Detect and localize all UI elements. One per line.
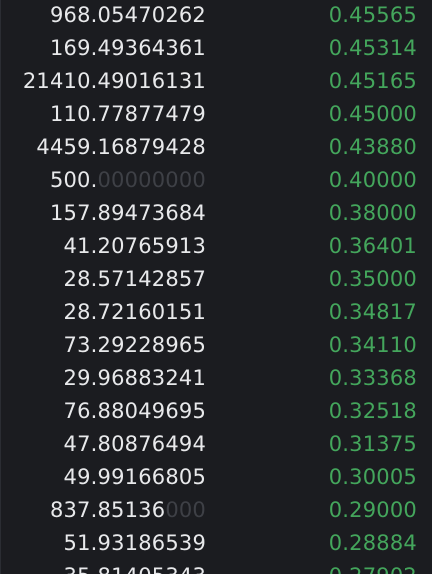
order-price: 0.36401 (328, 234, 417, 258)
orderbook-row[interactable]: 500.00000000 0.40000 (1, 164, 432, 197)
order-amount: 35.81405343 (64, 564, 206, 574)
order-amount: 500.00000000 (50, 168, 206, 192)
order-price: 0.40000 (328, 168, 417, 192)
order-price: 0.29000 (328, 498, 417, 522)
order-amount-value: 169.49364361 (49, 36, 206, 60)
order-amount: 157.89473684 (50, 201, 206, 225)
order-price: 0.45000 (328, 102, 417, 126)
order-price: 0.43880 (328, 135, 417, 159)
order-amount-value: 29.96883241 (63, 366, 206, 390)
order-amount: 73.29228965 (64, 333, 206, 357)
order-amount-value: 49.99166805 (63, 465, 206, 489)
orderbook-row[interactable]: 28.72160151 0.34817 (1, 296, 432, 329)
orderbook-row[interactable]: 157.89473684 0.38000 (1, 197, 432, 230)
order-amount: 76.88049695 (64, 399, 206, 423)
order-price: 0.30005 (328, 465, 417, 489)
order-amount: 837.85136000 (50, 498, 206, 522)
order-amount: 28.57142857 (64, 267, 206, 291)
order-amount-value: 47.80876494 (63, 432, 206, 456)
orderbook-row[interactable]: 49.99166805 0.30005 (1, 461, 432, 494)
order-amount-value: 35.81405343 (64, 564, 206, 574)
order-amount-value: 41.20765913 (63, 234, 206, 258)
order-amount-value: 73.29228965 (63, 333, 206, 357)
orderbook-row[interactable]: 29.96883241 0.33368 (1, 362, 432, 395)
order-amount: 47.80876494 (64, 432, 206, 456)
order-amount: 29.96883241 (64, 366, 206, 390)
order-price: 0.32518 (328, 399, 417, 423)
order-amount-value: 500. (49, 168, 98, 192)
order-price: 0.31375 (328, 432, 417, 456)
order-price: 0.28884 (328, 531, 417, 555)
order-amount-value: 28.57142857 (63, 267, 206, 291)
order-price: 0.45314 (328, 36, 417, 60)
order-amount: 4459.16879428 (36, 135, 206, 159)
orderbook-row[interactable]: 21410.49016131 0.45165 (1, 65, 432, 98)
order-amount: 169.49364361 (50, 36, 206, 60)
order-amount-value: 837.85136 (49, 498, 166, 522)
order-amount: 51.93186539 (64, 531, 206, 555)
order-amount: 49.99166805 (64, 465, 206, 489)
orderbook-row[interactable]: 51.93186539 0.28884 (1, 527, 432, 560)
order-amount-value: 51.93186539 (63, 531, 206, 555)
orderbook-row[interactable]: 35.81405343 0.27902 (1, 560, 432, 574)
order-amount: 21410.49016131 (23, 69, 206, 93)
orderbook-row[interactable]: 76.88049695 0.32518 (1, 395, 432, 428)
order-amount-trailing-zeros: 000 (165, 498, 206, 522)
order-price: 0.33368 (328, 366, 417, 390)
order-price: 0.45565 (328, 3, 417, 27)
orderbook-row[interactable]: 28.57142857 0.35000 (1, 263, 432, 296)
order-price: 0.38000 (328, 201, 417, 225)
order-price: 0.45165 (328, 69, 417, 93)
orderbook-row[interactable]: 4459.16879428 0.43880 (1, 131, 432, 164)
order-amount-value: 28.72160151 (63, 300, 206, 324)
order-amount-value: 4459.16879428 (36, 135, 206, 159)
order-amount: 28.72160151 (64, 300, 206, 324)
orderbook-row[interactable]: 968.05470262 0.45565 (1, 0, 432, 32)
order-amount-value: 110.77877479 (49, 102, 206, 126)
order-price: 0.27902 (329, 564, 417, 574)
order-amount: 968.05470262 (50, 3, 206, 27)
orderbook-row[interactable]: 47.80876494 0.31375 (1, 428, 432, 461)
order-amount: 41.20765913 (64, 234, 206, 258)
order-amount-value: 21410.49016131 (22, 69, 206, 93)
orderbook-row[interactable]: 169.49364361 0.45314 (1, 32, 432, 65)
orderbook-row[interactable]: 73.29228965 0.34110 (1, 329, 432, 362)
order-amount: 110.77877479 (50, 102, 206, 126)
order-amount-value: 76.88049695 (63, 399, 206, 423)
order-amount-trailing-zeros: 00000000 (97, 168, 206, 192)
orderbook-row[interactable]: 41.20765913 0.36401 (1, 230, 432, 263)
orderbook-row[interactable]: 110.77877479 0.45000 (1, 98, 432, 131)
order-price: 0.34110 (328, 333, 417, 357)
order-price: 0.35000 (328, 267, 417, 291)
orderbook-row[interactable]: 837.85136000 0.29000 (1, 494, 432, 527)
order-amount-value: 968.05470262 (49, 3, 206, 27)
order-amount-value: 157.89473684 (49, 201, 206, 225)
order-price: 0.34817 (328, 300, 417, 324)
